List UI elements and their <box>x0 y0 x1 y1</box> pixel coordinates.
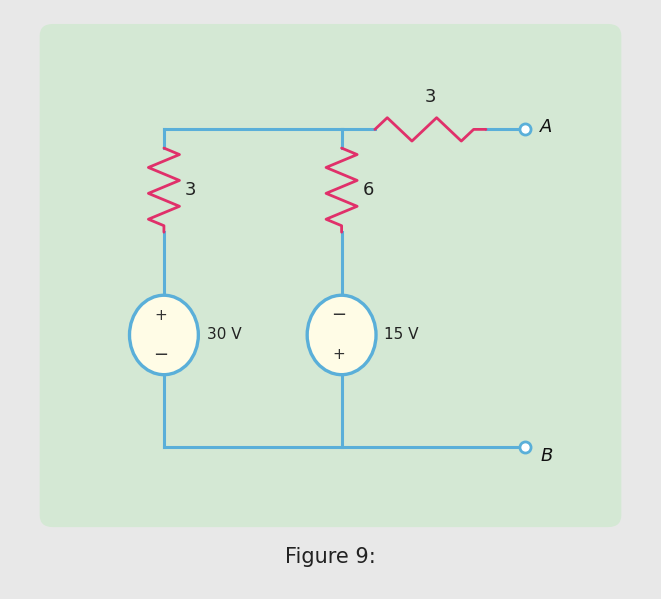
Text: 3: 3 <box>425 88 436 106</box>
Text: −: − <box>153 346 169 364</box>
Text: 3: 3 <box>185 181 196 199</box>
Text: +: + <box>332 347 345 362</box>
Text: A: A <box>541 118 553 136</box>
Text: 6: 6 <box>363 181 374 199</box>
Text: −: − <box>331 306 346 324</box>
Text: Figure 9:: Figure 9: <box>285 547 376 567</box>
Ellipse shape <box>307 295 376 375</box>
Ellipse shape <box>130 295 198 375</box>
Text: 15 V: 15 V <box>384 328 419 343</box>
Text: 30 V: 30 V <box>207 328 241 343</box>
Text: +: + <box>155 308 167 323</box>
Text: B: B <box>541 447 553 465</box>
